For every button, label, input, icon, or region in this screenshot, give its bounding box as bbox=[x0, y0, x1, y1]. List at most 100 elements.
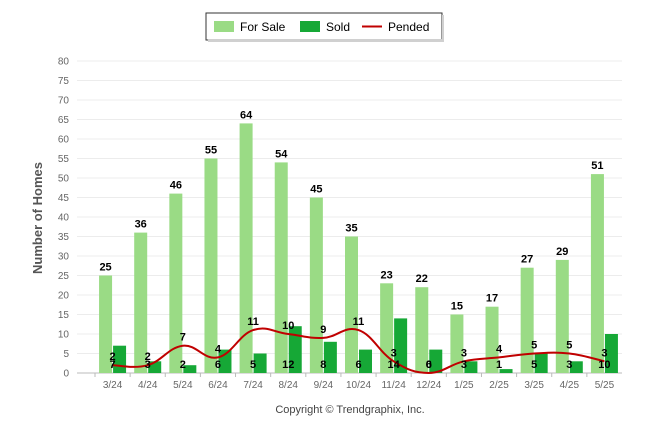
bar-sold bbox=[604, 334, 618, 373]
bar-sold bbox=[148, 361, 162, 373]
data-label-sold: 1 bbox=[496, 359, 502, 371]
data-label-pended: 11 bbox=[247, 316, 259, 328]
y-tick-label: 5 bbox=[63, 349, 69, 360]
data-label-sold: 6 bbox=[215, 359, 221, 371]
data-label-pended: 5 bbox=[531, 340, 537, 352]
x-tick-label: 4/24 bbox=[138, 380, 158, 391]
data-label-pended: 2 bbox=[110, 351, 116, 363]
bar-for-sale bbox=[169, 193, 183, 373]
bar-sold bbox=[323, 341, 337, 373]
bar-for-sale bbox=[555, 259, 569, 373]
bar-for-sale bbox=[204, 158, 218, 373]
pended-line-path bbox=[112, 327, 605, 375]
bar-for-sale bbox=[134, 232, 148, 373]
y-tick-label: 35 bbox=[58, 232, 70, 243]
legend-pended-label: Pended bbox=[388, 20, 429, 34]
bar-sold bbox=[499, 369, 513, 373]
data-label-for-sale: 46 bbox=[170, 180, 182, 192]
bar-for-sale bbox=[274, 162, 288, 373]
bar-sold bbox=[429, 349, 443, 373]
y-tick-label: 70 bbox=[58, 96, 70, 107]
bars bbox=[99, 123, 618, 374]
data-label-sold: 6 bbox=[355, 359, 361, 371]
data-label-sold: 8 bbox=[320, 359, 326, 371]
legend-for-sale-label: For Sale bbox=[240, 20, 286, 34]
x-tick-label: 5/25 bbox=[595, 380, 615, 391]
data-label-sold: 14 bbox=[388, 359, 401, 371]
bar-for-sale bbox=[99, 275, 113, 373]
bar-sold bbox=[569, 361, 583, 373]
data-label-sold: 7 bbox=[110, 359, 116, 371]
y-tick-label: 75 bbox=[58, 76, 70, 87]
y-tick-label: 60 bbox=[58, 135, 70, 146]
y-tick-label: 55 bbox=[58, 154, 70, 165]
y-axis-title: Number of Homes bbox=[30, 162, 45, 274]
bar-for-sale bbox=[309, 197, 323, 373]
x-tick-label: 7/24 bbox=[243, 380, 263, 391]
data-label-for-sale: 15 bbox=[451, 301, 463, 313]
data-label-pended: 4 bbox=[215, 343, 222, 355]
data-label-for-sale: 64 bbox=[240, 109, 253, 121]
data-label-pended: 7 bbox=[180, 332, 186, 344]
x-tick-label: 5/24 bbox=[173, 380, 193, 391]
legend-sold-swatch bbox=[300, 21, 320, 32]
data-label-sold: 5 bbox=[531, 359, 537, 371]
data-label-pended: 5 bbox=[566, 340, 572, 352]
data-label-for-sale: 22 bbox=[416, 273, 428, 285]
data-label-for-sale: 27 bbox=[521, 254, 533, 266]
data-label-sold: 2 bbox=[180, 359, 186, 371]
y-tick-label: 80 bbox=[58, 57, 70, 68]
data-label-sold: 6 bbox=[426, 359, 432, 371]
bar-for-sale bbox=[415, 287, 429, 373]
data-label-for-sale: 45 bbox=[310, 184, 322, 196]
y-tick-label: 65 bbox=[58, 115, 70, 126]
data-label-for-sale: 23 bbox=[381, 269, 393, 281]
data-label-for-sale: 54 bbox=[275, 148, 288, 160]
y-tick-label: 15 bbox=[58, 310, 70, 321]
data-label-pended: 11 bbox=[353, 316, 365, 328]
data-label-pended: 9 bbox=[320, 324, 326, 336]
data-label-pended: 3 bbox=[461, 347, 467, 359]
bar-for-sale bbox=[520, 267, 534, 373]
y-tick-label: 0 bbox=[63, 369, 69, 380]
data-label-sold: 10 bbox=[598, 359, 610, 371]
x-tick-label: 3/25 bbox=[524, 380, 544, 391]
y-axis-ticks: 0 5 10 15 20 25 30 35 40 45 50 55 60 65 70 75 80 bbox=[58, 57, 70, 380]
x-tick-label: 12/24 bbox=[416, 380, 441, 391]
data-label-pended: 3 bbox=[601, 347, 607, 359]
x-tick-label: 4/25 bbox=[560, 380, 580, 391]
legend-sold-label: Sold bbox=[326, 20, 350, 34]
bar-sold bbox=[183, 365, 197, 373]
bar-sold bbox=[534, 353, 548, 373]
x-tick-label: 6/24 bbox=[208, 380, 228, 391]
y-tick-label: 20 bbox=[58, 291, 70, 302]
y-tick-label: 10 bbox=[58, 330, 70, 341]
data-label-for-sale: 29 bbox=[556, 246, 568, 258]
data-label-pended: 2 bbox=[145, 351, 151, 363]
x-tick-label: 10/24 bbox=[346, 380, 371, 391]
x-tick-label: 3/24 bbox=[103, 380, 123, 391]
bar-for-sale bbox=[239, 123, 253, 374]
data-label-for-sale: 35 bbox=[345, 223, 357, 235]
bar-sold bbox=[394, 318, 408, 373]
copyright-text: Copyright © Trendgraphix, Inc. bbox=[275, 404, 424, 416]
data-label-for-sale: 25 bbox=[99, 262, 111, 274]
bar-for-sale bbox=[380, 283, 394, 373]
y-tick-label: 40 bbox=[58, 213, 70, 224]
x-tick-label: 2/25 bbox=[489, 380, 509, 391]
data-label-sold: 3 bbox=[566, 359, 572, 371]
bar-sold bbox=[288, 326, 302, 373]
data-label-for-sale: 55 bbox=[205, 145, 217, 157]
legend-for-sale-swatch bbox=[214, 21, 234, 32]
data-label-pended: 4 bbox=[496, 343, 503, 355]
data-label-pended: 3 bbox=[391, 347, 397, 359]
data-label-sold: 5 bbox=[250, 359, 256, 371]
y-tick-label: 30 bbox=[58, 252, 70, 263]
y-tick-label: 50 bbox=[58, 174, 70, 185]
legend-box bbox=[205, 12, 443, 41]
data-label-sold: 3 bbox=[145, 359, 151, 371]
bar-sold bbox=[253, 353, 267, 373]
